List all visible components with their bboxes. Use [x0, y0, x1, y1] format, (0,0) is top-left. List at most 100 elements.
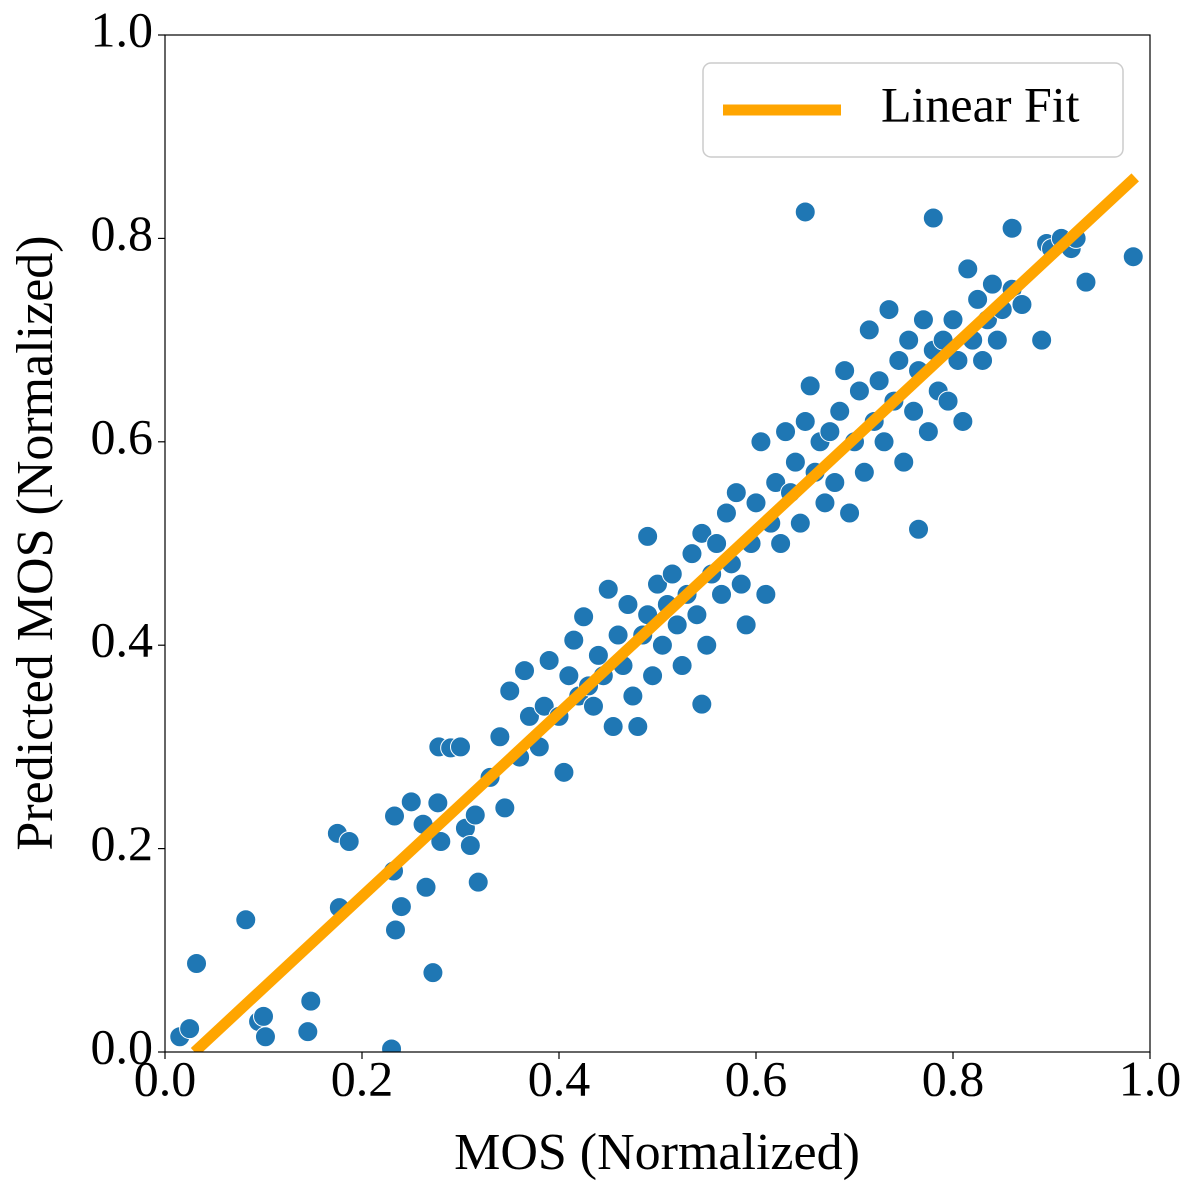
legend-label: Linear Fit [881, 76, 1080, 132]
point [715, 502, 737, 524]
point [518, 705, 540, 727]
point [533, 695, 555, 717]
x-tick-label: 0.0 [134, 1050, 197, 1106]
point [681, 543, 703, 565]
point [338, 830, 360, 852]
point [1122, 246, 1144, 268]
point [422, 962, 444, 984]
point [819, 421, 841, 443]
point [725, 482, 747, 504]
point [300, 990, 322, 1012]
point [553, 761, 575, 783]
axes-frame [164, 34, 1151, 1053]
point [878, 299, 900, 321]
x-tick-label: 1.0 [1119, 1050, 1182, 1106]
point [888, 349, 910, 371]
point [917, 421, 939, 443]
point [898, 329, 920, 351]
point [235, 909, 257, 931]
point [384, 919, 406, 941]
point [696, 634, 718, 656]
point [893, 451, 915, 473]
point [730, 573, 752, 595]
point [972, 349, 994, 371]
point [735, 614, 757, 636]
point [489, 726, 511, 748]
point [848, 380, 870, 402]
point [494, 797, 516, 819]
point [514, 660, 536, 682]
x-tick-label: 0.6 [725, 1050, 788, 1106]
point [587, 644, 609, 666]
point [912, 309, 934, 331]
y-tick-label: 0.0 [91, 1018, 154, 1074]
point [637, 525, 659, 547]
legend-box [702, 62, 1124, 158]
point [651, 634, 673, 656]
point [834, 360, 856, 382]
point [661, 563, 683, 585]
point [745, 492, 767, 514]
point [464, 804, 486, 826]
fit-line [190, 173, 1139, 1052]
point [622, 685, 644, 707]
point [254, 1026, 276, 1048]
point [873, 431, 895, 453]
point [868, 370, 890, 392]
y-tick-label: 0.4 [91, 612, 154, 668]
point [582, 695, 604, 717]
point [986, 329, 1008, 351]
point [784, 451, 806, 473]
point [937, 390, 959, 412]
point [647, 573, 668, 595]
point [607, 624, 629, 646]
point [957, 258, 979, 280]
point [942, 309, 964, 331]
point [691, 693, 713, 715]
point [794, 410, 816, 432]
point [829, 400, 851, 422]
point [770, 533, 792, 554]
point [789, 512, 811, 534]
y-tick-label: 0.8 [91, 205, 154, 261]
point [573, 606, 595, 628]
point [179, 1018, 201, 1040]
point [765, 471, 787, 493]
point [602, 716, 624, 738]
point [186, 953, 208, 975]
point [430, 830, 452, 852]
point [297, 1021, 319, 1043]
x-tick-label: 0.4 [528, 1050, 591, 1106]
point [390, 896, 412, 918]
x-tick-label: 0.2 [331, 1050, 394, 1106]
point [799, 375, 821, 397]
point [814, 492, 836, 514]
point [415, 876, 437, 898]
y-tick-label: 1.0 [91, 1, 154, 57]
point [381, 1038, 403, 1052]
point [459, 835, 481, 857]
y-tick-label: 0.6 [91, 408, 154, 464]
point [775, 421, 797, 443]
point [1075, 271, 1097, 293]
point [824, 471, 846, 493]
point [384, 805, 406, 827]
point [427, 792, 449, 814]
point [499, 680, 521, 702]
point [691, 522, 713, 544]
point [711, 583, 733, 605]
point [563, 629, 585, 651]
x-axis-label: MOS (Normalized) [454, 1124, 860, 1181]
point [617, 594, 639, 616]
y-axis-label: Predicted MOS (Normalized) [7, 235, 64, 850]
point [627, 716, 649, 738]
point [858, 319, 880, 341]
plot-area [169, 173, 1144, 1052]
point [853, 461, 875, 483]
point [642, 665, 664, 687]
point [558, 665, 580, 687]
y-tick-label: 0.2 [91, 815, 154, 871]
point [952, 410, 974, 432]
